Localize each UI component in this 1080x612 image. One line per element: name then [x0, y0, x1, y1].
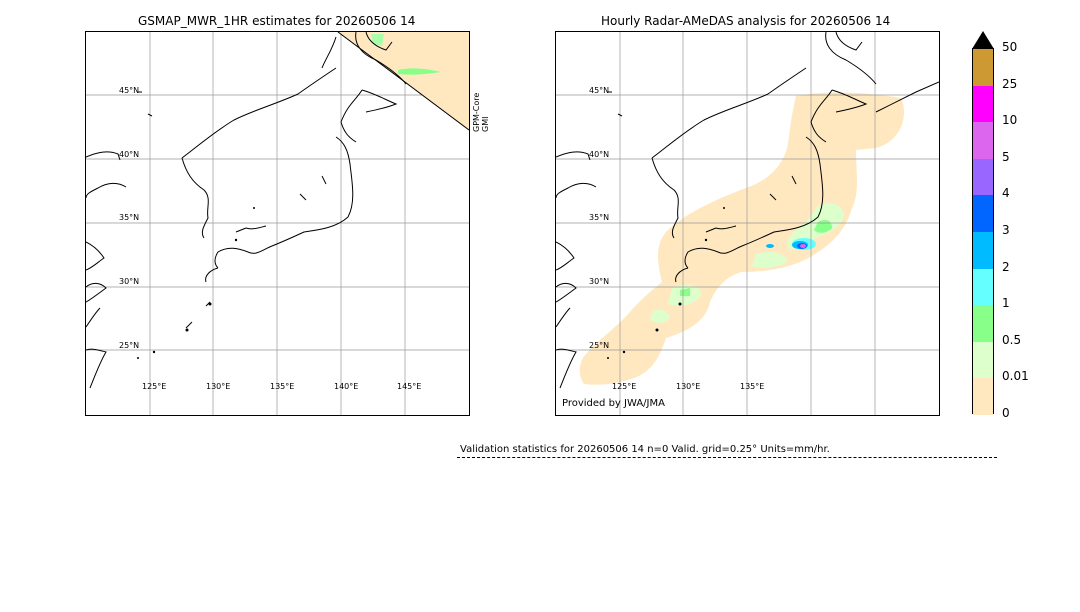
lat-label: 35°N — [119, 213, 140, 222]
colorbar-tick-label: 4 — [1002, 186, 1010, 201]
lon-label: 130°E — [206, 382, 231, 391]
left-coastlines — [86, 32, 407, 389]
colorbar-tick-label: 25 — [1002, 76, 1018, 91]
colorbar — [972, 48, 994, 415]
colorbar-tick-label: 0.5 — [1002, 332, 1022, 347]
validation-statistics: Validation statistics for 20260506 14 n=… — [460, 444, 830, 455]
colorbar-segment — [973, 122, 993, 159]
colorbar-tick-label: 0 — [1002, 406, 1010, 420]
lat-label: 30°N — [589, 277, 610, 286]
radar-heavy-rain — [766, 238, 816, 250]
swath-rain-small — [371, 34, 384, 46]
colorbar-tick-label: 3 — [1002, 223, 1010, 237]
left-islands — [137, 207, 255, 359]
colorbar-segment — [973, 158, 993, 196]
colorbar-tick-label: 2 — [1002, 259, 1010, 274]
lat-label: 30°N — [119, 277, 140, 286]
colorbar-extend-triangle — [972, 31, 994, 49]
lon-label: 140°E — [334, 382, 359, 391]
left-map: 45°N 40°N 35°N 30°N 25°N 125°E 130°E 135… — [85, 31, 470, 416]
colorbar-segment — [973, 341, 993, 379]
lat-label: 45°N — [119, 86, 140, 95]
colorbar-tick-label: 10 — [1002, 113, 1018, 128]
colorbar-segment — [973, 268, 993, 306]
colorbar-segment — [973, 232, 993, 269]
right-graticule — [556, 32, 939, 415]
lon-label: 125°E — [142, 382, 167, 391]
left-map-canvas — [86, 32, 469, 415]
lon-label: 125°E — [612, 382, 637, 391]
lat-label: 25°N — [589, 341, 610, 350]
sensor-label: GMI — [481, 116, 490, 132]
radar-coverage — [579, 92, 905, 385]
colorbar-tick-label: 1 — [1002, 296, 1010, 311]
left-map-title: GSMAP_MWR_1HR estimates for 20260506 14 — [138, 14, 416, 28]
lat-label: 40°N — [589, 150, 610, 159]
right-islands — [607, 207, 725, 359]
colorbar-segment — [973, 85, 993, 123]
colorbar-segment — [973, 378, 993, 415]
swath-rain — [398, 68, 441, 75]
lat-label: 35°N — [589, 213, 610, 222]
colorbar-segment — [973, 305, 993, 342]
sensor-label: GPM-Core — [472, 92, 481, 132]
colorbar-segment — [973, 195, 993, 232]
lon-label: 135°E — [270, 382, 295, 391]
validation-rule — [457, 457, 997, 458]
right-map: 45°N 40°N 35°N 30°N 25°N 125°E 130°E 135… — [555, 31, 940, 416]
right-map-title: Hourly Radar-AMeDAS analysis for 2026050… — [601, 14, 891, 28]
colorbar-tick-label: 0.01 — [1002, 369, 1029, 384]
lat-label: 45°N — [589, 86, 610, 95]
colorbar-tick-label: 5 — [1002, 149, 1010, 164]
lon-label: 145°E — [397, 382, 422, 391]
colorbar-tick-label: 50 — [1002, 40, 1018, 54]
right-coastlines — [556, 32, 939, 389]
lon-label: 130°E — [676, 382, 701, 391]
colorbar-segment — [973, 49, 993, 86]
left-graticule — [86, 32, 469, 415]
lon-label: 135°E — [740, 382, 765, 391]
lat-label: 25°N — [119, 341, 140, 350]
lat-label: 40°N — [119, 150, 140, 159]
right-map-canvas — [556, 32, 939, 415]
data-credit: Provided by JWA/JMA — [562, 398, 665, 409]
